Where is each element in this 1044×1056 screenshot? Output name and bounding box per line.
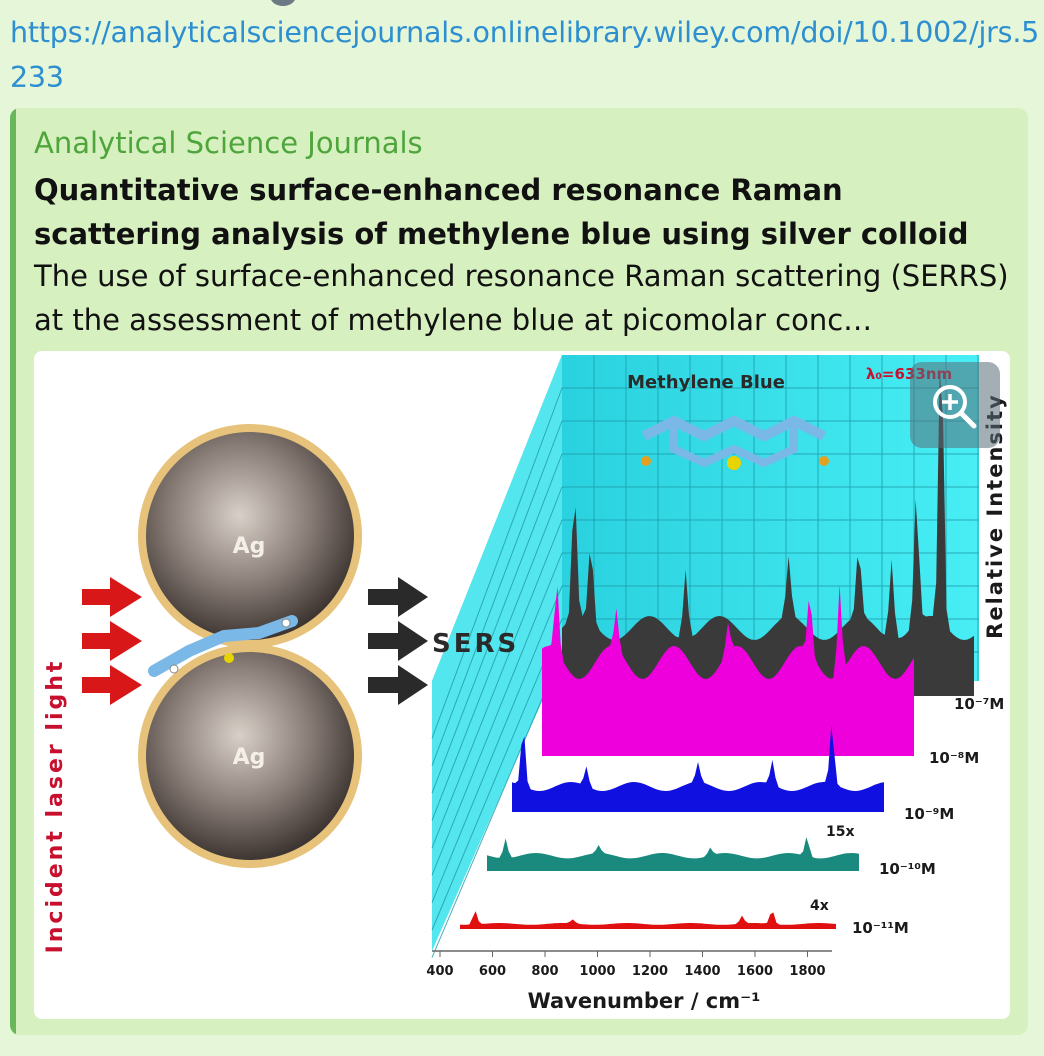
spectra-group — [460, 368, 974, 929]
methylene-blue-structure — [641, 415, 829, 470]
preview-description: The use of surface-enhanced resonance Ra… — [34, 259, 1009, 337]
ag-label-top: Ag — [233, 534, 266, 559]
laser-arrows — [82, 577, 142, 705]
multiplier-15x: 15x — [826, 824, 855, 840]
preview-accent-bar — [10, 108, 16, 1035]
x-axis-ticks: 400 600 800 1000 1200 1400 1600 1800 — [426, 951, 826, 979]
silver-nanoparticle-top: Ag — [138, 424, 362, 648]
spectrum-4 — [460, 911, 836, 929]
link-preview-card[interactable]: Analytical Science Journals Quantitative… — [10, 108, 1028, 1035]
sers-arrows — [368, 577, 428, 705]
concentration-label: 10⁻¹¹M — [852, 919, 909, 937]
methylene-blue-label: Methylene Blue — [627, 372, 785, 393]
spectrum-1 — [542, 584, 914, 756]
x-tick-label: 1800 — [789, 964, 825, 979]
sers-figure: Incident laser light Ag Ag — [43, 355, 1007, 1013]
sers-label: SERS — [432, 629, 519, 659]
x-tick-label: 1200 — [632, 964, 668, 979]
molecule-between-particles — [148, 615, 298, 677]
x-tick-label: 1400 — [684, 964, 720, 979]
zoom-in-icon — [933, 385, 977, 429]
concentration-label: 10⁻⁹M — [904, 805, 954, 823]
concentration-labels: 10⁻⁷M 10⁻⁸M 10⁻⁹M 10⁻¹⁰M 10⁻¹¹M — [852, 695, 1004, 937]
message-link[interactable]: https://analyticalsciencejournals.online… — [10, 16, 1040, 94]
concentration-label: 10⁻⁸M — [929, 749, 979, 767]
ag-label-bottom: Ag — [233, 745, 266, 770]
x-tick-label: 1600 — [737, 964, 773, 979]
x-tick-label: 600 — [479, 964, 506, 979]
concentration-label: 10⁻⁷M — [954, 695, 1004, 713]
multiplier-4x: 4x — [810, 898, 829, 914]
preview-site-name: Analytical Science Journals — [34, 126, 423, 160]
preview-title: Quantitative surface-enhanced resonance … — [34, 173, 969, 251]
x-tick-label: 400 — [426, 964, 453, 979]
incident-laser-label: Incident laser light — [43, 659, 68, 954]
zoom-in-button[interactable] — [910, 362, 1000, 448]
concentration-label: 10⁻¹⁰M — [879, 860, 936, 878]
preview-image[interactable]: Incident laser light Ag Ag — [34, 351, 1010, 1019]
sender-avatar — [270, 0, 296, 6]
spectrum-3 — [487, 837, 859, 871]
x-tick-label: 1000 — [579, 964, 615, 979]
silver-nanoparticle-bottom: Ag — [138, 644, 362, 868]
spectrum-2 — [512, 725, 884, 812]
x-axis-label: Wavenumber / cm⁻¹ — [528, 989, 761, 1013]
x-tick-label: 800 — [531, 964, 558, 979]
